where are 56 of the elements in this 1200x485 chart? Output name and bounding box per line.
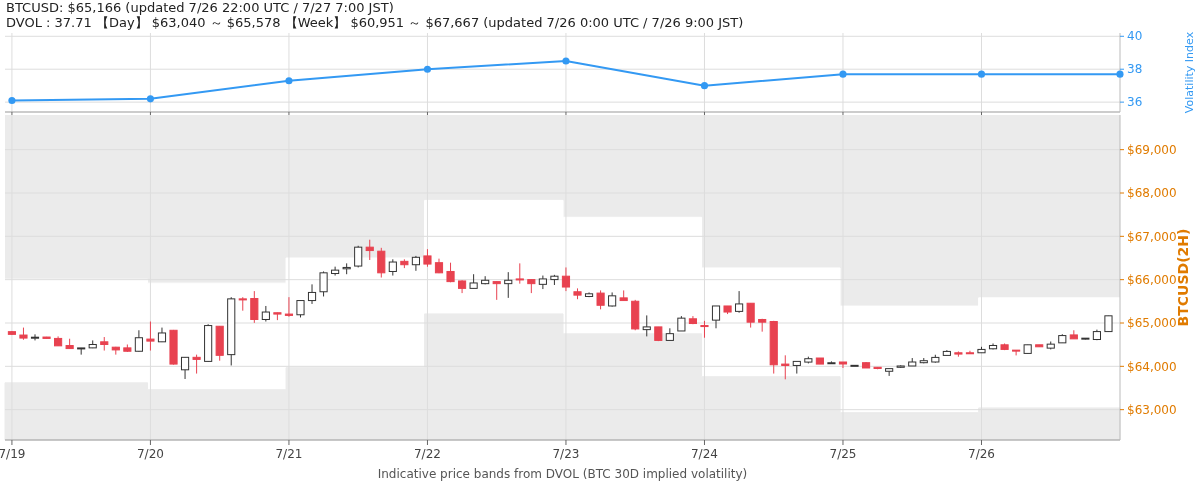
point (977, 70, 986, 78)
y-tick-label: 40 (1127, 29, 1143, 44)
point (285, 77, 293, 85)
point (1116, 70, 1124, 78)
y-tick-label: 38 (1127, 62, 1143, 77)
candlestick (134, 329, 143, 353)
x-tick-label: 7/20 (136, 447, 164, 461)
y-axis-title: Volatility Index (1183, 31, 1196, 114)
point (562, 57, 570, 65)
candlestick (284, 296, 294, 318)
x-tick-label: 7/22 (413, 447, 441, 461)
point (423, 65, 432, 73)
candlestick (561, 266, 571, 292)
candlestick (411, 255, 420, 272)
point (700, 82, 709, 90)
candlestick (838, 361, 848, 369)
candlestick (146, 321, 155, 352)
candlestick (180, 356, 190, 380)
x-tick-label: 7/25 (829, 447, 857, 461)
candlestick (504, 271, 513, 299)
y-tick-label: $69,000 (1127, 142, 1177, 157)
candlestick (377, 247, 386, 279)
chart-subtitle: DVOL : 37.71 【Day】 $63,040 ～ $65,578 【Week】 $60,951 ～ $67,667 (updated 7/26 0:00 UTC / 7/26 9:00 JST) (6, 15, 744, 30)
candlestick (1012, 349, 1021, 356)
candlestick (492, 280, 501, 301)
candlestick (596, 289, 605, 310)
x-tick-label: 7/19 (0, 447, 26, 461)
candlestick (711, 305, 721, 329)
x-tick-label: 7/26 (968, 447, 995, 461)
point (8, 96, 16, 105)
candlestick (30, 333, 40, 341)
x-tick-label: 7/23 (552, 447, 580, 461)
y-tick-label: $67,000 (1127, 229, 1177, 244)
x-axis-title: Indicative price bands from DVOL (BTC 30D implied volatility) (377, 467, 748, 481)
point (839, 70, 847, 78)
y-tick-label: $65,000 (1127, 316, 1177, 331)
y-tick-label: $66,000 (1127, 272, 1177, 287)
y-tick-label: $63,000 (1127, 402, 1177, 417)
candlestick (319, 270, 328, 297)
y-tick-label: 36 (1127, 95, 1143, 110)
candlestick (746, 302, 755, 329)
x-tick-label: 7/24 (691, 447, 718, 461)
candlestick (642, 314, 651, 337)
chart-title: BTCUSD: $65,166 (updated 7/26 22:00 UTC / 7/27 7:00 JST) (6, 0, 394, 15)
y-axis-title: BTCUSD(2H) (1175, 228, 1191, 327)
candlestick (365, 239, 374, 261)
candlestick (192, 354, 201, 375)
y-tick-label: $64,000 (1127, 359, 1177, 374)
candlestick (307, 283, 317, 305)
x-tick-label: 7/21 (275, 447, 303, 461)
candlestick (735, 290, 744, 314)
point (146, 95, 154, 103)
candlestick (515, 262, 524, 285)
y-tick-label: $68,000 (1127, 186, 1177, 201)
candlestick (781, 354, 790, 380)
candlestick (250, 290, 259, 324)
